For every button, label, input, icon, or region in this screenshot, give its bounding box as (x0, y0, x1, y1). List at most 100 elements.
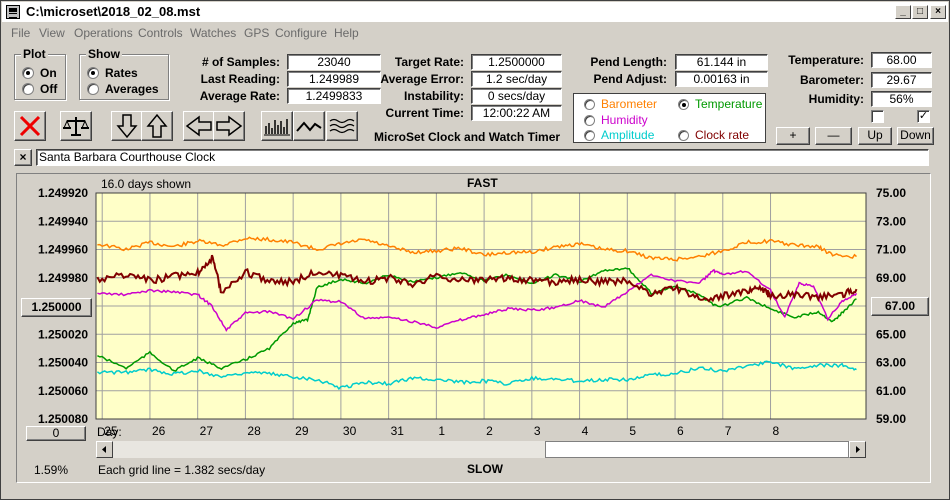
slow-label: SLOW (467, 462, 503, 476)
left-tick-label: 1.250060 (38, 384, 88, 398)
show-averages-radio[interactable]: Averages (87, 82, 159, 96)
last-reading-field: 1.249989 (287, 71, 381, 87)
source-amplitude-label: Amplitude (601, 128, 655, 142)
graph-frame (16, 173, 931, 483)
bar-graph-button[interactable] (261, 111, 293, 141)
zero-button[interactable]: 0 (26, 426, 86, 441)
menu-operations[interactable]: Operations (74, 26, 133, 40)
source-barometer-radio[interactable]: Barometer (584, 97, 657, 111)
radio-icon (678, 129, 689, 141)
menu-gps[interactable]: GPS (244, 26, 270, 40)
balance-button[interactable] (60, 111, 92, 141)
barometer-field: 29.67 (871, 72, 932, 88)
option-checkbox-1[interactable] (871, 110, 884, 123)
app-icon[interactable] (6, 5, 20, 19)
x-tick-label: 28 (247, 424, 261, 438)
x-axis-ticks: 25 26 27 28 29 30 31 1 2 3 4 5 6 7 8 (104, 424, 779, 438)
scrollbar-thumb[interactable] (545, 441, 849, 458)
source-temperature-radio[interactable]: Temperature (678, 97, 762, 111)
pend-length-label: Pend Length: (590, 55, 667, 69)
close-icon[interactable]: × (930, 5, 946, 19)
right-tick-label: 63.00 (876, 356, 906, 370)
series-lines (96, 236, 858, 391)
plot-on-label: On (40, 66, 57, 80)
radio-selected-icon (22, 67, 34, 79)
menu-watches[interactable]: Watches (190, 26, 237, 40)
left-tick-label: 1.249960 (38, 243, 88, 257)
title-bar: C:\microset\2018_02_08.mst _ □ × (2, 2, 948, 22)
x-tick-label: 31 (391, 424, 405, 438)
option-checkbox-2[interactable]: ✓ (917, 110, 930, 123)
scroll-right-arrow[interactable] (849, 441, 866, 458)
arrow-up-icon (146, 113, 168, 138)
show-rates-radio[interactable]: Rates (87, 66, 138, 80)
right-tick-label: 65.00 (876, 327, 906, 341)
plot-on-radio[interactable]: On (22, 66, 57, 80)
pend-length-field: 61.144 in (675, 54, 768, 70)
rate-up-button[interactable] (141, 111, 173, 141)
source-clock-rate-label: Clock rate (695, 128, 750, 142)
show-averages-label: Averages (105, 82, 159, 96)
x-tick-label: 7 (725, 424, 732, 438)
clock-name-input[interactable]: Santa Barbara Courthouse Clock (36, 149, 929, 166)
plot-off-radio[interactable]: Off (22, 82, 57, 96)
radio-icon (584, 129, 595, 141)
radio-icon (22, 83, 34, 95)
menu-controls[interactable]: Controls (138, 26, 183, 40)
source-barometer-label: Barometer (601, 97, 658, 111)
menu-help[interactable]: Help (334, 26, 359, 40)
plus-button[interactable]: + (776, 127, 810, 145)
close-clock-button[interactable]: × (14, 149, 32, 166)
source-amplitude-radio[interactable]: Amplitude (584, 128, 654, 142)
instability-label: Instability: (403, 89, 464, 103)
right-tick-label: 71.00 (876, 243, 906, 257)
source-temperature-label: Temperature (695, 97, 763, 111)
source-humidity-radio[interactable]: Humidity (584, 113, 648, 127)
left-tick-label: 1.249940 (38, 214, 88, 228)
menu-configure[interactable]: Configure (275, 26, 328, 40)
current-time-field: 12:00:22 AM (471, 105, 562, 121)
wave-graph-button[interactable] (326, 111, 358, 141)
source-clock-rate-radio[interactable]: Clock rate (678, 128, 749, 142)
scroll-left-arrow[interactable] (96, 441, 113, 458)
x-tick-label: 8 (773, 424, 780, 438)
current-time-label: Current Time: (385, 106, 464, 120)
maximize-icon[interactable]: □ (912, 5, 928, 19)
line-graph-button[interactable] (293, 111, 325, 141)
up-button[interactable]: Up (858, 127, 892, 145)
left-axis-ticks: 1.249920 1.249940 1.249960 1.249980 1.250020… (38, 186, 88, 426)
scroll-right-button[interactable] (213, 111, 245, 141)
average-rate-label: Average Rate: (199, 89, 280, 103)
menu-bar: File View Operations Controls Watches GP… (2, 23, 948, 42)
menu-view[interactable]: View (39, 26, 65, 40)
show-group-title: Show (86, 47, 122, 61)
grid-lines (96, 192, 866, 420)
pend-adjust-field: 0.00163 in (675, 71, 768, 87)
last-reading-label: Last Reading: (200, 72, 280, 86)
window-title: C:\microset\2018_02_08.mst (26, 4, 201, 19)
instability-field: 0 secs/day (471, 88, 562, 104)
arrow-left-icon (185, 115, 212, 137)
x-tick-label: 1 (438, 424, 445, 438)
rate-down-button[interactable] (111, 111, 143, 141)
menu-file[interactable]: File (11, 26, 31, 40)
down-button[interactable]: Down (897, 127, 934, 145)
center-right-button[interactable]: 67.00 (871, 297, 929, 316)
center-rate-button[interactable]: 1.250000 (21, 298, 92, 317)
right-tick-label: 59.00 (876, 412, 906, 426)
horizontal-scrollbar[interactable] (96, 441, 866, 458)
days-shown-label: 16.0 days shown (101, 177, 192, 191)
minimize-icon[interactable]: _ (895, 5, 911, 19)
plot-off-label: Off (40, 82, 58, 96)
minus-button[interactable]: — (815, 127, 852, 145)
humidity-field: 56% (871, 91, 932, 107)
plot-border (95, 192, 867, 420)
temperature-field: 68.00 (871, 52, 932, 68)
left-tick-label: 1.250020 (38, 327, 88, 341)
target-rate-label: Target Rate: (394, 55, 464, 69)
x-tick-label: 3 (534, 424, 541, 438)
radio-selected-icon (678, 98, 689, 110)
clear-button[interactable] (14, 111, 46, 141)
